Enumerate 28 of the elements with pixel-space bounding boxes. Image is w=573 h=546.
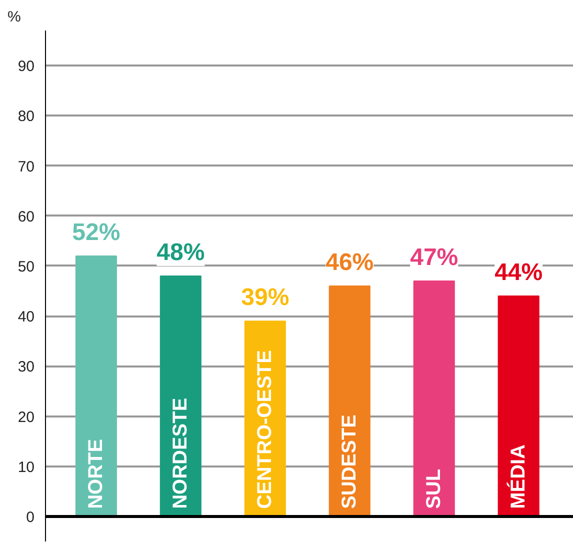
- y-tick-label: 60: [18, 208, 35, 226]
- y-tick-label: 0: [26, 508, 34, 526]
- data-label: 39%: [241, 284, 290, 312]
- x-tick-label: SUL: [423, 468, 446, 509]
- data-label: 46%: [326, 248, 374, 276]
- x-tick-label: NORTE: [85, 438, 108, 509]
- data-label: 47%: [410, 244, 458, 271]
- data-label: 52%: [72, 218, 120, 246]
- x-tick-label: CENTRO-OESTE: [254, 350, 276, 509]
- y-tick-label: 20: [18, 408, 35, 426]
- data-label: 44%: [494, 259, 543, 286]
- x-tick-label: SUDESTE: [338, 414, 361, 509]
- bar: [413, 280, 455, 517]
- y-axis-title: %: [8, 8, 21, 26]
- y-tick-label: 70: [18, 158, 35, 176]
- x-tick-label: NORDESTE: [170, 398, 192, 509]
- data-label: 48%: [156, 238, 205, 266]
- bar: [328, 286, 370, 517]
- y-tick-label: 30: [18, 358, 35, 376]
- x-tick-label: MÉDIA: [506, 444, 530, 509]
- y-tick-label: 40: [18, 308, 35, 326]
- bar: [498, 296, 540, 517]
- y-tick-label: 10: [18, 458, 35, 476]
- y-tick-label: 90: [18, 58, 35, 76]
- bar: [160, 275, 202, 517]
- y-tick-label: 80: [18, 108, 35, 126]
- bar: [75, 255, 117, 517]
- y-tick-label: 50: [18, 258, 35, 276]
